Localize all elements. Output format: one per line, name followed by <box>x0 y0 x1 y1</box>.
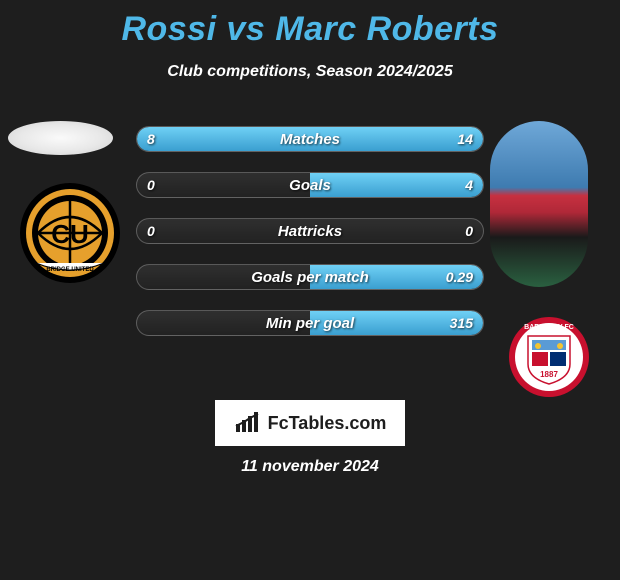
comparison-area: CU BRIDGE UNITED BARNSLEY FC 1887 8 Matc… <box>0 111 620 401</box>
stat-value-right: 4 <box>465 173 473 197</box>
stat-label: Hattricks <box>137 219 483 243</box>
stat-value-right: 0 <box>465 219 473 243</box>
stat-row-matches: 8 Matches 14 <box>136 126 484 152</box>
cambridge-united-crest-icon: CU BRIDGE UNITED <box>18 181 122 285</box>
left-club-badge: CU BRIDGE UNITED <box>18 181 122 285</box>
svg-text:BARNSLEY FC: BARNSLEY FC <box>524 324 574 331</box>
bar-chart-icon <box>234 412 262 434</box>
right-player-photo <box>490 121 588 287</box>
stat-label: Goals per match <box>137 265 483 289</box>
stat-label: Goals <box>137 173 483 197</box>
stat-value-right: 14 <box>457 127 473 151</box>
svg-text:1887: 1887 <box>540 370 558 379</box>
stat-label: Matches <box>137 127 483 151</box>
svg-text:BRIDGE UNITED: BRIDGE UNITED <box>46 267 94 273</box>
stat-row-hattricks: 0 Hattricks 0 <box>136 218 484 244</box>
stat-row-min-per-goal: Min per goal 315 <box>136 310 484 336</box>
club-initials: CU <box>51 219 89 249</box>
stat-row-goals-per-match: Goals per match 0.29 <box>136 264 484 290</box>
stat-label: Min per goal <box>137 311 483 335</box>
stat-value-right: 315 <box>450 311 473 335</box>
fctables-badge: FcTables.com <box>215 400 405 446</box>
date-text: 11 november 2024 <box>0 458 620 476</box>
subtitle: Club competitions, Season 2024/2025 <box>0 63 620 81</box>
brand-label: FcTables.com <box>268 413 387 434</box>
stat-row-goals: 0 Goals 4 <box>136 172 484 198</box>
barnsley-fc-crest-icon: BARNSLEY FC 1887 <box>508 316 590 398</box>
left-player-photo-placeholder <box>8 121 113 155</box>
stat-value-right: 0.29 <box>446 265 473 289</box>
page-title: Rossi vs Marc Roberts <box>0 0 620 49</box>
right-club-badge: BARNSLEY FC 1887 <box>508 316 590 398</box>
stat-bars: 8 Matches 14 0 Goals 4 0 Hattricks 0 Goa… <box>136 126 484 356</box>
